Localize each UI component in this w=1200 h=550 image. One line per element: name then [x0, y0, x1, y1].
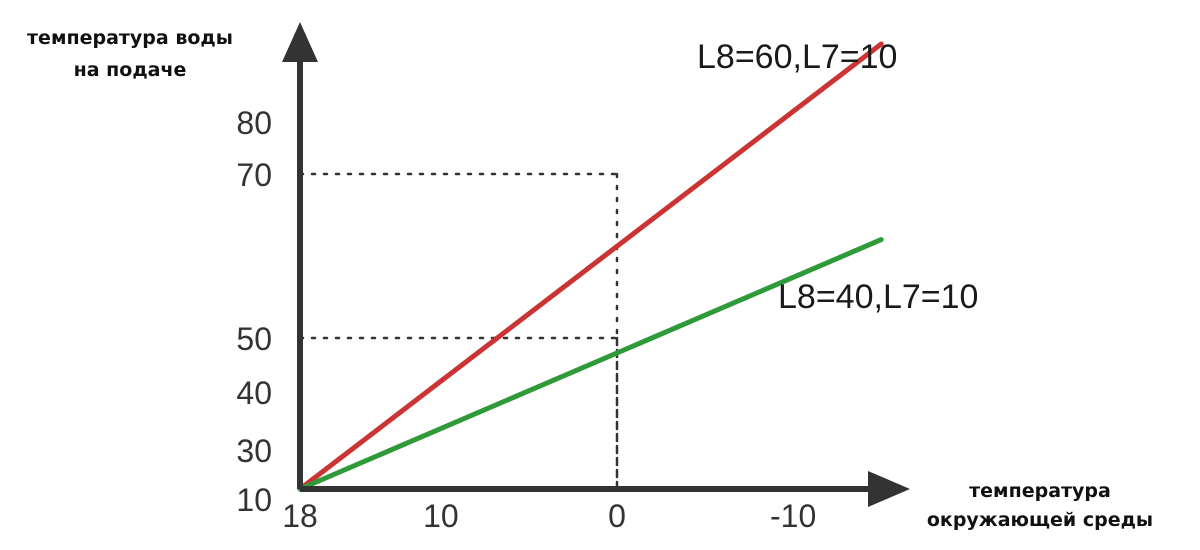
x-tick-label-18: 18	[282, 498, 318, 534]
y-axis-title-line-1: температура воды	[27, 27, 233, 49]
y-tick-label-40: 40	[236, 375, 272, 411]
y-tick-label-70: 70	[236, 157, 272, 193]
y-tick-label-30: 30	[236, 433, 272, 469]
x-tick-label-0: 0	[608, 498, 626, 534]
y-tick-label-80: 80	[236, 105, 272, 141]
y-tick-label-50: 50	[236, 321, 272, 357]
y-axis-title-line-2: на подаче	[74, 59, 187, 81]
x-tick-label-10: 10	[423, 498, 459, 534]
series-label-1: L8=60,L7=10	[697, 38, 897, 76]
x-tick-label-minus-10: -10	[770, 498, 816, 534]
series-line-2	[297, 237, 884, 492]
y-axis-arrow	[282, 22, 318, 62]
x-axis-arrow	[868, 471, 910, 507]
series-label-2: L8=40,L7=10	[778, 278, 978, 316]
y-tick-label-10: 10	[236, 482, 272, 518]
x-axis-title-line-2: окружающей среды	[927, 509, 1153, 531]
series-line-1	[297, 41, 884, 492]
x-axis-title-line-1: температура	[969, 480, 1111, 502]
